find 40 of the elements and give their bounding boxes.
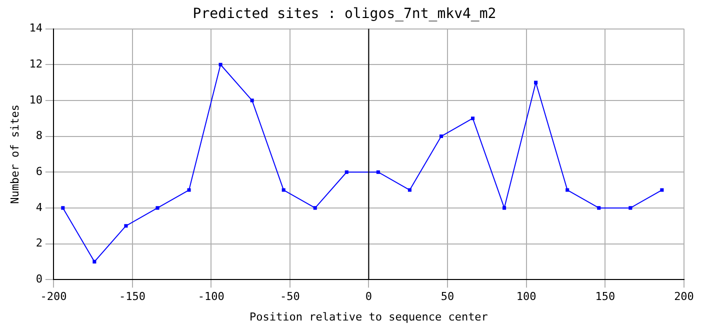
x-tick-label: -50 — [280, 290, 300, 304]
y-tick-label: 6 — [36, 164, 42, 178]
x-tick-label: 0 — [365, 290, 372, 304]
point — [628, 206, 632, 210]
point — [439, 134, 444, 138]
point — [313, 206, 317, 210]
point — [61, 206, 65, 210]
point — [660, 188, 664, 192]
y-tick-label: 8 — [36, 129, 42, 142]
point — [597, 206, 601, 210]
x-tick-label: 50 — [440, 290, 454, 304]
point — [344, 170, 348, 174]
x-tick-label: 200 — [674, 290, 694, 304]
point — [92, 260, 96, 264]
x-tick-label: 150 — [595, 290, 616, 304]
x-tick-label: -100 — [198, 290, 224, 304]
y-tick-label: 14 — [29, 22, 43, 35]
x-tick-label: 100 — [516, 290, 536, 304]
point — [124, 224, 128, 228]
x-tick-label: -150 — [119, 290, 146, 304]
y-axis-title: Number of sites — [8, 104, 22, 204]
point — [187, 188, 191, 192]
point — [376, 170, 380, 174]
point — [282, 188, 286, 192]
point — [534, 80, 538, 84]
x-tick-label: -200 — [40, 290, 67, 304]
point — [250, 98, 254, 102]
point — [470, 116, 475, 120]
point — [566, 188, 570, 192]
y-tick-label: 0 — [36, 272, 42, 286]
y-tick-label: 12 — [29, 57, 42, 70]
y-tick-label: 4 — [36, 200, 43, 214]
x-axis-title: Position relative to sequence center — [250, 310, 488, 324]
point — [502, 206, 506, 210]
point — [408, 188, 412, 192]
y-tick-label: 2 — [36, 236, 42, 250]
point — [218, 62, 222, 66]
point — [156, 206, 160, 210]
y-tick-label: 10 — [29, 93, 42, 106]
chart-title: Predicted sites : oligos_7nt_mkv4_m2 — [192, 6, 496, 22]
